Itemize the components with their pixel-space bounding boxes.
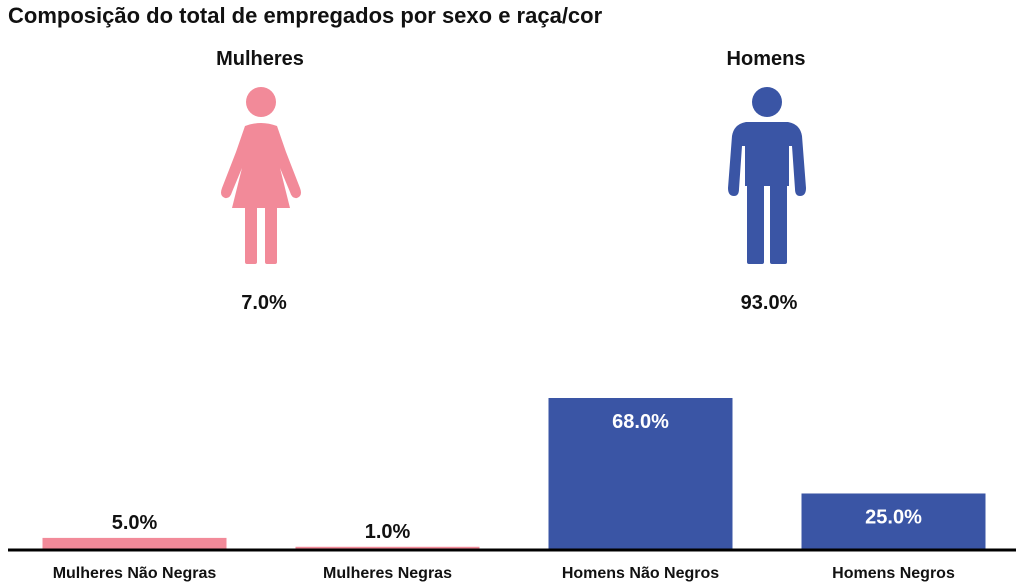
women-percentage: 7.0% (241, 292, 287, 314)
bar-0 (42, 537, 227, 549)
bar-1 (295, 546, 480, 549)
category-label-0: Mulheres Não Negras (53, 565, 217, 582)
data-label-1: 1.0% (365, 521, 411, 543)
men-percentage: 93.0% (740, 292, 798, 314)
data-label-2: 68.0% (612, 411, 669, 433)
category-label-1: Mulheres Negras (323, 565, 452, 582)
woman-icon (221, 87, 301, 264)
man-icon (728, 87, 806, 264)
men-label: Homens (726, 48, 806, 70)
data-label-0: 5.0% (112, 512, 158, 534)
bar-3 (801, 493, 986, 549)
category-label-3: Homens Negros (832, 565, 955, 582)
bar-2 (548, 398, 733, 549)
chart-title: Composição do total de empregados por se… (8, 3, 603, 28)
women-label: Mulheres (216, 48, 304, 70)
category-label-2: Homens Não Negros (562, 565, 719, 582)
data-label-3: 25.0% (865, 506, 922, 528)
